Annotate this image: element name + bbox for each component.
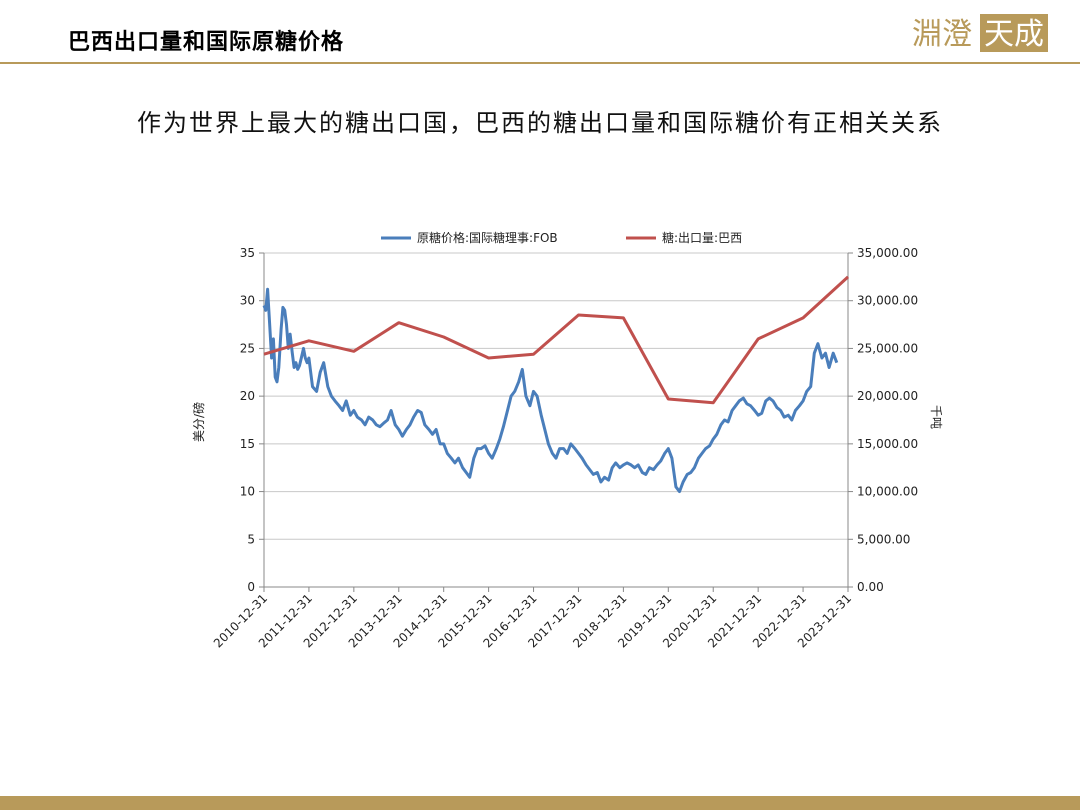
y-tick-label-right: 0.00 bbox=[857, 580, 884, 594]
y-tick-label-left: 0 bbox=[247, 580, 255, 594]
y-tick-label-left: 5 bbox=[247, 532, 255, 546]
logo-text-left: 淵澄 bbox=[912, 17, 972, 52]
y-tick-label-left: 20 bbox=[240, 389, 255, 403]
series-lines bbox=[262, 275, 850, 494]
chart-svg: 0 0.00 5 5,000.00 10 10,000.00 15 15,000.00 20 20… bbox=[191, 230, 943, 650]
slide-subtitle: 作为世界上最大的糖出口国，巴西的糖出口量和国际糖价有正相关关系 bbox=[137, 109, 943, 137]
y-tick-label-right: 5,000.00 bbox=[857, 532, 910, 546]
company-logo: 淵澄 天成 bbox=[912, 12, 1050, 54]
series-line-sugar-price bbox=[262, 287, 839, 494]
grid-lines bbox=[264, 252, 848, 588]
y-tick-label-right: 35,000.00 bbox=[857, 246, 918, 260]
y-tick-label-right: 15,000.00 bbox=[857, 437, 918, 451]
y-tick-label-right: 20,000.00 bbox=[857, 389, 918, 403]
y-tick-label-left: 15 bbox=[240, 437, 255, 451]
y-tick-label-right: 30,000.00 bbox=[857, 294, 918, 308]
y-axis-label-left: 美分/磅 bbox=[191, 402, 206, 442]
y-axis-label-right: 千吨 bbox=[929, 405, 943, 429]
page-title: 巴西出口量和国际原糖价格 bbox=[68, 29, 345, 55]
y-tick-label-right: 25,000.00 bbox=[857, 341, 918, 355]
y-tick-label-right: 10,000.00 bbox=[857, 485, 918, 499]
header-bar: 巴西出口量和国际原糖价格 淵澄 天成 bbox=[0, 0, 1080, 64]
legend-label: 原糖价格:国际糖理事:FOB bbox=[417, 230, 558, 245]
logo-text-right: 天成 bbox=[984, 17, 1044, 52]
chart-container: 0 0.00 5 5,000.00 10 10,000.00 15 15,000.00 20 20… bbox=[0, 200, 1080, 684]
header-divider bbox=[0, 62, 1080, 64]
y-tick-label-left: 35 bbox=[240, 246, 255, 260]
series-line-brazil-export bbox=[263, 275, 850, 405]
chart-legend: 原糖价格:国际糖理事:FOB 糖:出口量:巴西 bbox=[381, 230, 742, 245]
y-tick-label-left: 30 bbox=[240, 294, 255, 308]
logo-box bbox=[980, 14, 1048, 52]
y-tick-label-left: 25 bbox=[240, 341, 255, 355]
footer-bar bbox=[0, 796, 1080, 810]
y-tick-label-left: 10 bbox=[240, 485, 255, 499]
legend-label: 糖:出口量:巴西 bbox=[662, 230, 742, 245]
